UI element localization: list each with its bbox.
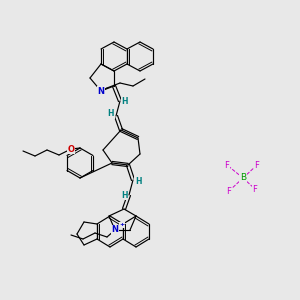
Text: F: F xyxy=(253,184,257,194)
Text: F: F xyxy=(226,187,231,196)
Text: H: H xyxy=(122,98,128,106)
Text: H: H xyxy=(121,190,127,200)
Text: H: H xyxy=(135,176,141,185)
Text: F: F xyxy=(255,160,260,169)
Text: +: + xyxy=(119,223,124,227)
Text: N: N xyxy=(112,226,118,235)
Text: B: B xyxy=(240,173,246,182)
Text: H: H xyxy=(108,110,114,118)
Text: F: F xyxy=(225,160,230,169)
Text: N: N xyxy=(98,86,104,95)
Text: O: O xyxy=(68,145,74,154)
